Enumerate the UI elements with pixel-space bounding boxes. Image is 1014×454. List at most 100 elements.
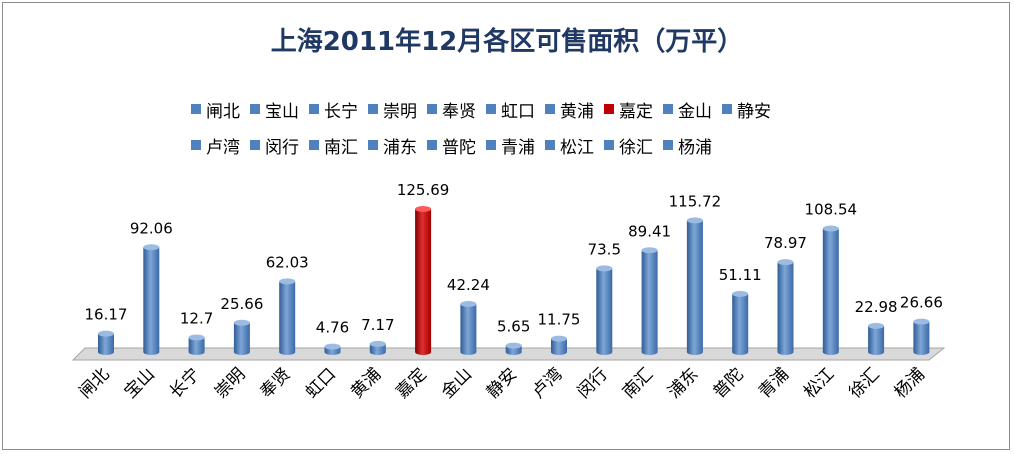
legend-row: 卢湾 闵行 南汇 浦东 普陀 青浦 松江 徐汇 杨浦 bbox=[191, 127, 891, 163]
bar-top bbox=[868, 322, 885, 329]
bar-青浦 bbox=[777, 262, 794, 355]
bar-top bbox=[415, 206, 432, 212]
legend-item: 宝山 bbox=[250, 97, 299, 122]
legend-row: 闸北 宝山 长宁 崇明 奉贤 虹口 黄浦 嘉定 金山 静安 bbox=[191, 91, 891, 127]
bar-top bbox=[324, 343, 341, 350]
x-tick-label: 黄浦 bbox=[347, 364, 385, 402]
legend-label: 嘉定 bbox=[619, 101, 653, 122]
legend-swatch bbox=[309, 104, 319, 114]
data-label: 42.24 bbox=[447, 276, 490, 294]
bar-top bbox=[505, 342, 522, 349]
data-label: 73.5 bbox=[588, 240, 621, 258]
bar-金山 bbox=[460, 303, 477, 355]
legend-label: 浦东 bbox=[383, 137, 417, 158]
legend-label: 青浦 bbox=[501, 137, 535, 158]
x-tick-label: 崇明 bbox=[211, 364, 249, 402]
legend-label: 长宁 bbox=[324, 101, 358, 122]
x-tick-label: 南汇 bbox=[619, 364, 657, 402]
x-tick-label: 浦东 bbox=[664, 364, 702, 402]
x-tick-label: 金山 bbox=[438, 364, 476, 402]
legend-label: 金山 bbox=[678, 101, 712, 122]
bar-top bbox=[732, 290, 749, 297]
x-tick-label: 杨浦 bbox=[891, 364, 929, 402]
legend-item: 南汇 bbox=[309, 133, 358, 158]
data-label: 78.97 bbox=[764, 234, 807, 252]
data-label: 16.17 bbox=[85, 306, 128, 324]
legend-label: 松江 bbox=[560, 137, 594, 158]
legend-item: 金山 bbox=[663, 97, 712, 122]
legend-item: 虹口 bbox=[486, 97, 535, 122]
data-label: 89.41 bbox=[628, 222, 671, 240]
bar-宝山 bbox=[143, 247, 160, 355]
x-tick-label: 卢湾 bbox=[528, 364, 566, 402]
legend-label: 崇明 bbox=[383, 101, 417, 122]
data-label: 22.98 bbox=[855, 298, 898, 316]
data-label: 92.06 bbox=[130, 219, 173, 237]
bar-top bbox=[188, 334, 205, 341]
data-label: 26.66 bbox=[900, 294, 943, 312]
legend-label: 杨浦 bbox=[678, 137, 712, 158]
data-label: 25.66 bbox=[220, 295, 263, 313]
bar-top bbox=[596, 265, 613, 272]
legend-swatch bbox=[545, 104, 555, 114]
legend-label: 闵行 bbox=[265, 137, 299, 158]
x-tick-label: 奉贤 bbox=[257, 364, 295, 402]
legend-item: 杨浦 bbox=[663, 133, 712, 158]
legend-item: 普陀 bbox=[427, 133, 476, 158]
legend-label: 虹口 bbox=[501, 101, 535, 122]
x-tick-label: 松江 bbox=[800, 364, 838, 402]
legend-label: 南汇 bbox=[324, 137, 358, 158]
legend-item: 松江 bbox=[545, 133, 594, 158]
bar-黄浦 bbox=[369, 343, 386, 355]
bar-浦东 bbox=[686, 220, 703, 355]
bar-top bbox=[460, 300, 477, 307]
legend-item: 徐汇 bbox=[604, 133, 653, 158]
legend-label: 静安 bbox=[737, 101, 771, 122]
bar-徐汇 bbox=[868, 325, 885, 355]
bar-top bbox=[777, 259, 794, 266]
chart-title: 上海2011年12月各区可售面积（万平） bbox=[270, 27, 744, 57]
legend-swatch bbox=[427, 104, 437, 114]
legend-item: 奉贤 bbox=[427, 97, 476, 122]
bar-长宁 bbox=[188, 337, 205, 355]
x-tick-label: 闵行 bbox=[574, 364, 612, 402]
legend-label: 奉贤 bbox=[442, 101, 476, 122]
data-label: 11.75 bbox=[538, 311, 581, 329]
x-tick-label: 徐汇 bbox=[845, 364, 883, 402]
legend-swatch bbox=[545, 140, 555, 150]
legend-swatch bbox=[250, 104, 260, 114]
bar-top bbox=[686, 217, 703, 224]
legend-label: 闸北 bbox=[206, 101, 240, 122]
data-label: 115.72 bbox=[669, 192, 722, 210]
x-tick-label: 闸北 bbox=[75, 364, 113, 402]
legend-swatch bbox=[486, 140, 496, 150]
legend-item: 长宁 bbox=[309, 97, 358, 122]
bar-top bbox=[641, 247, 658, 254]
legend-item: 闵行 bbox=[250, 133, 299, 158]
bar-杨浦 bbox=[913, 321, 930, 355]
data-label: 125.69 bbox=[397, 181, 450, 199]
legend-swatch bbox=[368, 140, 378, 150]
legend-swatch bbox=[663, 140, 673, 150]
legend-item: 静安 bbox=[722, 97, 771, 122]
legend-swatch bbox=[722, 104, 732, 114]
x-tick-label: 虹口 bbox=[302, 364, 340, 402]
data-label: 5.65 bbox=[497, 318, 530, 336]
data-label: 51.11 bbox=[719, 266, 762, 284]
x-tick-label: 宝山 bbox=[121, 364, 159, 402]
legend-item: 闸北 bbox=[191, 97, 240, 122]
legend-label: 徐汇 bbox=[619, 137, 653, 158]
bar-崇明 bbox=[233, 322, 250, 355]
legend-swatch bbox=[191, 104, 201, 114]
bar-top bbox=[913, 318, 930, 325]
legend-item: 青浦 bbox=[486, 133, 535, 158]
legend-item: 浦东 bbox=[368, 133, 417, 158]
bar-top bbox=[143, 244, 160, 251]
legend-swatch bbox=[191, 140, 201, 150]
bar-top bbox=[279, 278, 296, 285]
bar-嘉定 bbox=[415, 209, 432, 355]
bar-松江 bbox=[822, 228, 839, 355]
legend-swatch bbox=[604, 104, 614, 114]
bar-闵行 bbox=[596, 268, 613, 355]
